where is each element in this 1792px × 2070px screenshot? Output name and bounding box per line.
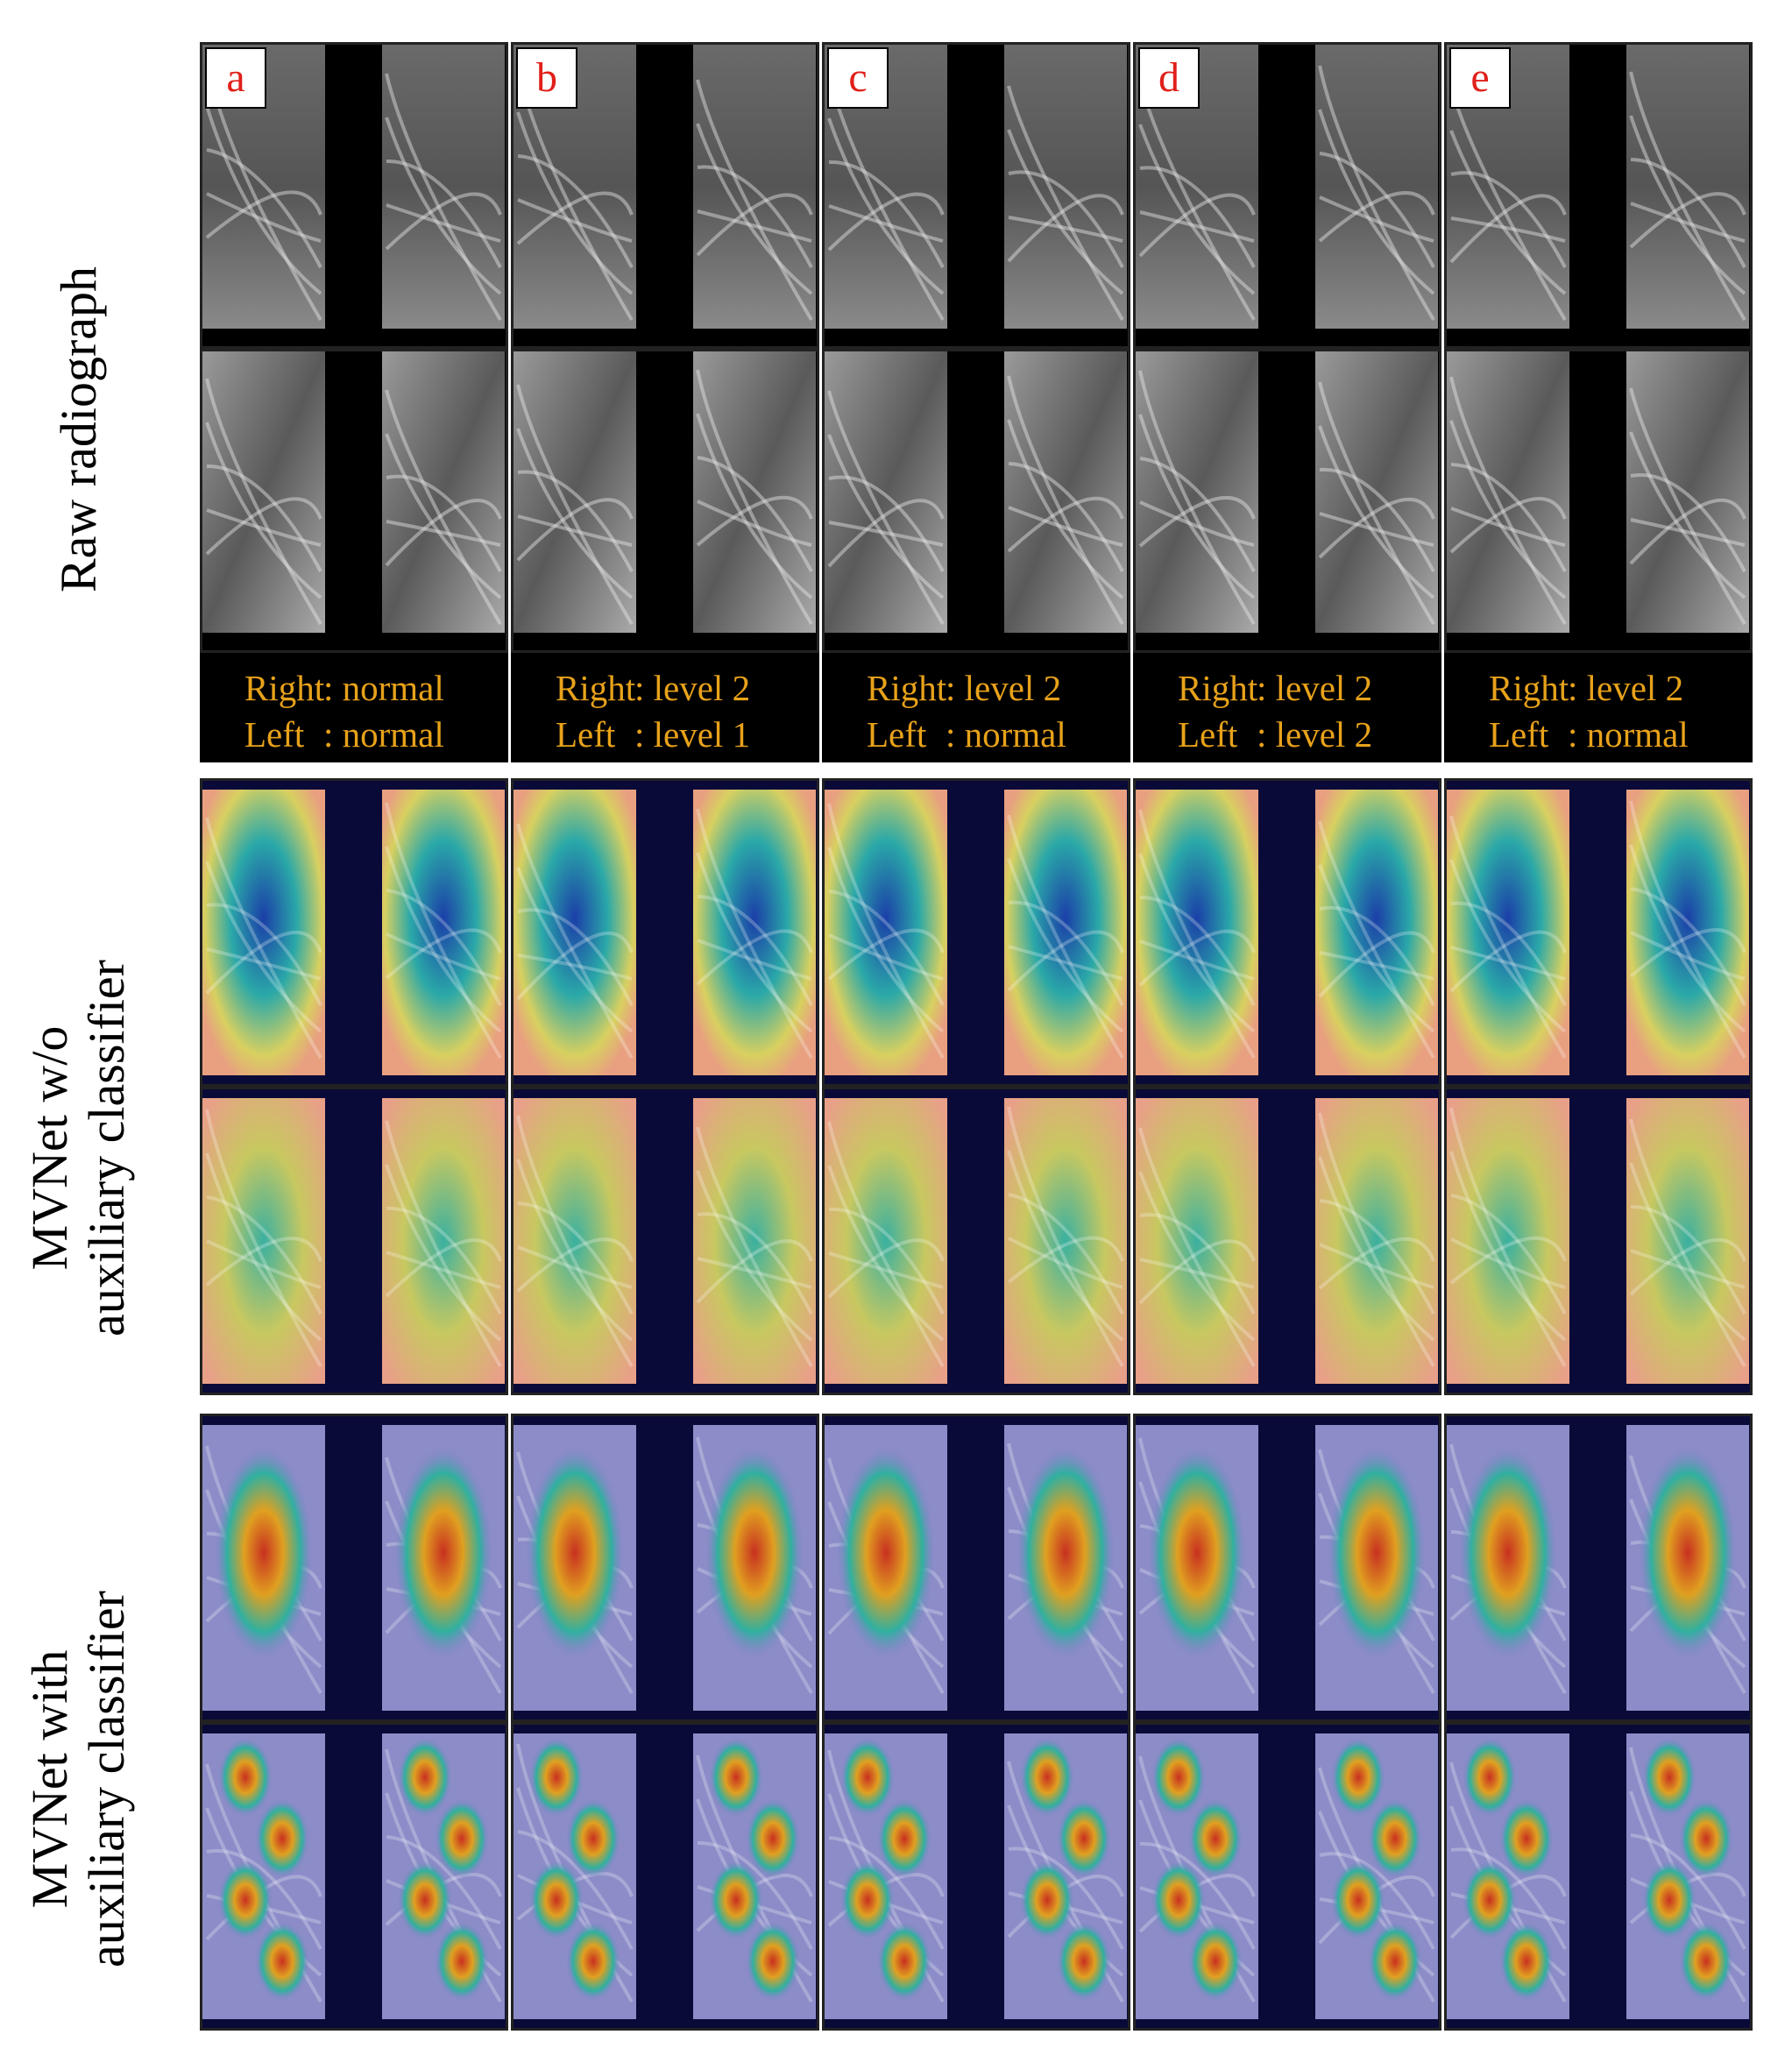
caption-right-value: : level 2 xyxy=(634,668,751,708)
panel-image-b-heat-with-top xyxy=(514,1425,816,1711)
panel-image-c-raw-top xyxy=(825,45,1127,329)
row-label-raw-radiograph: Raw radiograph xyxy=(35,167,123,692)
panel-e-raw-top xyxy=(1444,42,1753,349)
panel-c-heat-wo-top xyxy=(822,778,1130,1087)
panel-e-heat-with-bottom xyxy=(1444,1722,1753,2031)
panel-image-e-heat-wo-top xyxy=(1447,790,1749,1075)
panel-c-raw-top xyxy=(822,42,1130,349)
panel-image-a-heat-with-top xyxy=(202,1425,505,1711)
panel-letter-d: d xyxy=(1138,47,1200,109)
caption-right-label: Right xyxy=(1489,668,1569,708)
panel-image-b-heat-wo-top xyxy=(514,790,816,1075)
caption-left-value: : normal xyxy=(946,714,1066,755)
panel-image-e-heat-with-bottom xyxy=(1447,1733,1749,2019)
panel-d-raw-bottom xyxy=(1133,349,1441,653)
panel-a-heat-wo-top xyxy=(200,778,508,1087)
row-label-without-line2: auxiliary classifier xyxy=(78,960,135,1336)
panel-b-heat-with-bottom xyxy=(511,1722,819,2031)
panel-e-heat-with-top xyxy=(1444,1414,1753,1722)
caption-e: Right: level 2 Left : normal xyxy=(1444,653,1753,762)
panel-image-a-heat-wo-bottom xyxy=(202,1098,505,1384)
panel-image-d-heat-wo-top xyxy=(1136,790,1438,1075)
caption-right-label: Right xyxy=(867,668,947,708)
panel-b-heat-wo-top xyxy=(511,778,819,1087)
panel-image-a-raw-bottom xyxy=(202,351,505,633)
panel-d-heat-wo-top xyxy=(1133,778,1441,1087)
panel-a-heat-wo-bottom xyxy=(200,1087,508,1395)
row-label-without-aux: MVNet w/o auxiliary classifier xyxy=(13,885,145,1411)
row-label-with-aux: MVNet with auxiliary classifier xyxy=(13,1516,145,2042)
row-label-raw-text: Raw radiograph xyxy=(49,266,107,593)
panel-image-c-raw-bottom xyxy=(825,351,1127,633)
panel-d-heat-with-top xyxy=(1133,1414,1441,1722)
panel-letter-c: c xyxy=(827,47,889,109)
caption-left-label: Left xyxy=(556,714,616,755)
panel-image-b-raw-bottom xyxy=(514,351,816,633)
caption-left-value: : normal xyxy=(1568,714,1689,755)
caption-left-label: Left xyxy=(867,714,927,755)
panel-image-c-heat-with-bottom xyxy=(825,1733,1127,2019)
panel-image-e-raw-bottom xyxy=(1447,351,1749,633)
panel-image-b-heat-wo-bottom xyxy=(514,1098,816,1384)
panel-a-heat-with-bottom xyxy=(200,1722,508,2031)
row-label-with-line1: MVNet with xyxy=(21,1649,79,1909)
caption-c: Right: level 2 Left : normal xyxy=(822,653,1130,762)
caption-right-label: Right xyxy=(244,668,325,708)
panel-image-d-heat-with-top xyxy=(1136,1425,1438,1711)
panel-e-heat-wo-top xyxy=(1444,778,1753,1087)
panel-letter-a: a xyxy=(205,47,266,109)
panel-image-b-heat-with-bottom xyxy=(514,1733,816,2019)
caption-right-label: Right xyxy=(556,668,636,708)
panel-image-a-heat-with-bottom xyxy=(202,1733,505,2019)
caption-a: Right: normal Left: normal xyxy=(200,653,508,762)
caption-right-value: : level 2 xyxy=(946,668,1062,708)
panel-c-raw-bottom xyxy=(822,349,1130,653)
row-label-without-line1: MVNet w/o xyxy=(21,1025,79,1271)
panel-b-heat-with-top xyxy=(511,1414,819,1722)
caption-right-label: Right xyxy=(1178,668,1258,708)
panel-image-a-heat-wo-top xyxy=(202,790,505,1075)
panel-e-heat-wo-bottom xyxy=(1444,1087,1753,1395)
panel-d-heat-wo-bottom xyxy=(1133,1087,1441,1395)
panel-c-heat-with-top xyxy=(822,1414,1130,1722)
caption-left-label: Left xyxy=(1178,714,1238,755)
panel-a-heat-with-top xyxy=(200,1414,508,1722)
panel-image-e-heat-wo-bottom xyxy=(1447,1098,1749,1384)
panel-image-d-raw-bottom xyxy=(1136,351,1438,633)
caption-right-value: : level 2 xyxy=(1257,668,1373,708)
panel-c-heat-with-bottom xyxy=(822,1722,1130,2031)
panel-image-e-heat-with-top xyxy=(1447,1425,1749,1711)
panel-b-heat-wo-bottom xyxy=(511,1087,819,1395)
panel-letter-b: b xyxy=(516,47,577,109)
caption-b: Right: level 2 Left : level 1 xyxy=(511,653,819,762)
caption-left-label: Left xyxy=(244,714,305,755)
caption-left-label: Left xyxy=(1489,714,1549,755)
caption-left-value: : normal xyxy=(323,714,444,755)
panel-image-d-heat-wo-bottom xyxy=(1136,1098,1438,1384)
panel-letter-e: e xyxy=(1449,47,1511,109)
panel-image-c-heat-wo-bottom xyxy=(825,1098,1127,1384)
panel-b-raw-bottom xyxy=(511,349,819,653)
panel-image-c-heat-with-top xyxy=(825,1425,1127,1711)
panel-e-raw-bottom xyxy=(1444,349,1753,653)
caption-left-value: : level 2 xyxy=(1257,714,1373,755)
caption-right-value: : level 2 xyxy=(1568,668,1684,708)
caption-left-value: : level 1 xyxy=(634,714,751,755)
panel-image-d-heat-with-bottom xyxy=(1136,1733,1438,2019)
caption-right-value: : normal xyxy=(323,668,444,708)
panel-image-c-heat-wo-top xyxy=(825,790,1127,1075)
caption-d: Right: level 2 Left: level 2 xyxy=(1133,653,1441,762)
panel-d-heat-with-bottom xyxy=(1133,1722,1441,2031)
panel-c-heat-wo-bottom xyxy=(822,1087,1130,1395)
row-label-with-line2: auxiliary classifier xyxy=(78,1591,135,1967)
panel-a-raw-bottom xyxy=(200,349,508,653)
